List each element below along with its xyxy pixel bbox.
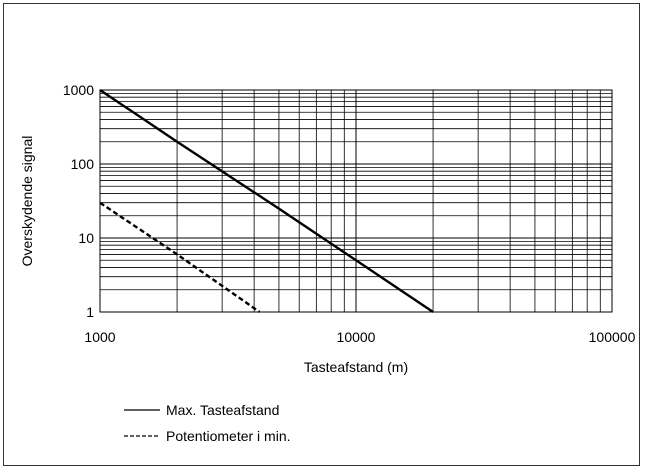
legend-item-max-tasteafstand: Max. Tasteafstand	[124, 402, 279, 418]
y-tick-label: 100	[71, 156, 95, 172]
tick-labels: 1000 10000 100000 1 10 100 1000	[63, 82, 636, 345]
x-tick-label: 10000	[337, 329, 376, 345]
x-tick-label: 1000	[84, 329, 115, 345]
legend-item-potentiometer: Potentiometer i min.	[124, 428, 291, 444]
y-tick-label: 1	[86, 304, 94, 320]
legend-label-max-tasteafstand: Max. Tasteafstand	[166, 402, 280, 418]
x-tick-label: 100000	[589, 329, 636, 345]
legend-dashed-line-icon	[124, 435, 160, 437]
y-tick-label: 10	[78, 230, 94, 246]
y-axis-label: Overskydende signal	[19, 136, 35, 267]
legend-solid-line-icon	[124, 409, 160, 411]
plot-area-border	[99, 89, 613, 313]
series-line-max-tasteafstand	[99, 89, 434, 313]
legend-label-potentiometer: Potentiometer i min.	[166, 428, 291, 444]
y-tick-label: 1000	[63, 82, 94, 98]
chart-plot: 1000 10000 100000 1 10 100 1000 Tasteafstand (…	[19, 82, 636, 375]
grid-lines	[99, 90, 612, 313]
x-axis-label: Tasteafstand (m)	[304, 359, 408, 375]
chart-frame: 1000 10000 100000 1 10 100 1000 Tasteafstand (…	[3, 3, 640, 466]
series-lines	[99, 89, 434, 313]
series-line-potentiometer	[99, 201, 261, 313]
